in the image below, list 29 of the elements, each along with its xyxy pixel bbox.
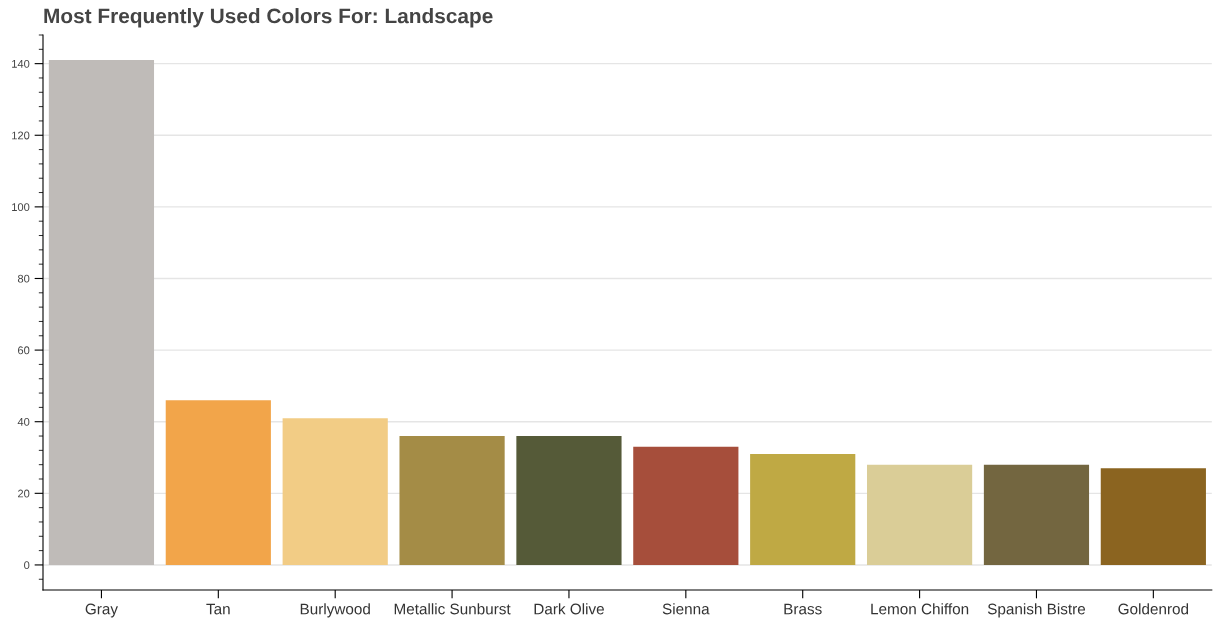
bar bbox=[983, 464, 1090, 565]
y-tick-label: 140 bbox=[12, 59, 30, 68]
bar bbox=[48, 60, 155, 565]
x-tick-label: Metallic Sunburst bbox=[394, 603, 511, 615]
y-tick-label: 100 bbox=[12, 203, 30, 212]
x-tick-label: Spanish Bistre bbox=[987, 603, 1086, 618]
bar bbox=[516, 436, 622, 565]
bar bbox=[750, 453, 856, 565]
y-tick-label: 20 bbox=[18, 489, 30, 498]
bar bbox=[282, 418, 388, 565]
y-tick-label: 80 bbox=[17, 274, 30, 283]
x-tick-label: Brass bbox=[784, 603, 822, 615]
bar bbox=[165, 400, 271, 565]
x-tick-label: Sienna bbox=[662, 603, 710, 615]
y-tick-label: 0 bbox=[24, 561, 30, 570]
x-tick-label: Dark Olive bbox=[534, 603, 604, 615]
bar bbox=[866, 464, 973, 565]
bar bbox=[633, 446, 739, 565]
x-tick-label: Lemon Chiffon bbox=[871, 603, 969, 615]
x-tick-label: Goldenrod bbox=[1118, 603, 1189, 615]
chart-title: Most Frequently Used Colors For: Landscape bbox=[44, 8, 493, 28]
x-tick-label: Tan bbox=[206, 603, 230, 615]
y-tick-label: 40 bbox=[17, 417, 30, 426]
x-tick-label: Burlywood bbox=[300, 603, 370, 618]
y-tick-label: 60 bbox=[18, 346, 30, 355]
y-tick-label: 120 bbox=[12, 131, 30, 140]
bar bbox=[1100, 468, 1206, 565]
x-tick-label: Gray bbox=[85, 603, 118, 618]
bar bbox=[399, 436, 505, 565]
